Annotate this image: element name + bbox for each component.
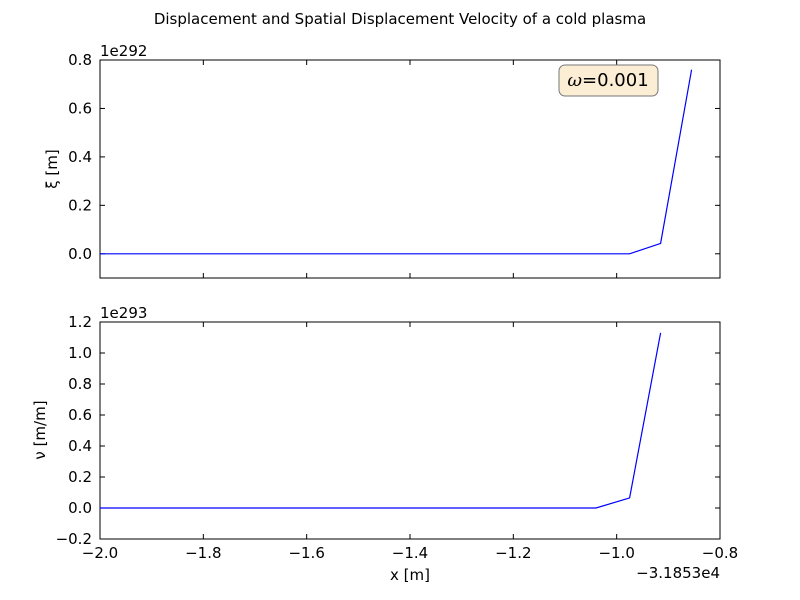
x-tick-label: −1.4	[392, 544, 428, 562]
velocity-series-line	[100, 332, 662, 509]
velocity-y-multiplier: 1e293	[100, 304, 147, 322]
velocity-axes-frame	[99, 321, 721, 540]
y-tick-label: 0.8	[68, 51, 92, 69]
x-tick-label: −2.0	[82, 544, 118, 562]
x-tick-label: −0.8	[702, 544, 738, 562]
omega-annotation: ω=0.001	[567, 70, 648, 91]
omega-symbol: ω	[567, 70, 582, 91]
y-tick-label: 1.0	[68, 344, 92, 362]
omega-value: =0.001	[582, 70, 649, 91]
y-tick-label: −0.2	[56, 530, 92, 548]
x-tick-label: −1.2	[495, 544, 531, 562]
x-offset-label: −3.1853e4	[636, 564, 720, 582]
velocity-panel: −0.2 0.0 0.2 0.4 0.6 0.8 1.0 1.2 −2.0 −1.8 −1.6 −1…	[31, 304, 738, 584]
velocity-x-tick-labels: −2.0 −1.8 −1.6 −1.4 −1.2 −1.0 −0.8	[82, 544, 738, 562]
y-tick-label: 0.8	[68, 375, 92, 393]
y-tick-label: 1.2	[68, 313, 92, 331]
x-tick-label: −1.8	[185, 544, 221, 562]
y-tick-label: 0.4	[68, 437, 92, 455]
velocity-y-tick-labels: −0.2 0.0 0.2 0.4 0.6 0.8 1.0 1.2	[56, 313, 92, 548]
displacement-y-axis-label: ξ [m]	[43, 149, 61, 188]
omega-annotation-background	[558, 64, 659, 97]
y-tick-label: 0.2	[68, 468, 92, 486]
x-tick-label: −1.0	[598, 544, 634, 562]
x-tick-label: −1.6	[288, 544, 324, 562]
x-axis-label: x [m]	[390, 566, 430, 584]
velocity-ticks	[99, 321, 721, 540]
y-tick-label: 0.6	[68, 406, 92, 424]
y-tick-label: 0.0	[68, 499, 92, 517]
displacement-y-tick-labels: 0.0 0.2 0.4 0.6 0.8	[68, 51, 92, 263]
y-tick-label: 0.4	[68, 148, 92, 166]
displacement-y-multiplier: 1e292	[100, 42, 147, 60]
y-tick-label: 0.6	[68, 99, 92, 117]
omega-annotation-box: ω=0.001	[558, 64, 659, 97]
displacement-ticks	[99, 59, 721, 278]
velocity-y-axis-label: ν [m/m]	[31, 400, 49, 459]
displacement-panel: 0.0 0.2 0.4 0.6 0.8 1e292 ξ [m] ω=0.001	[43, 42, 721, 279]
chart-title: Displacement and Spatial Displacement Ve…	[154, 10, 646, 28]
displacement-series-line	[100, 69, 693, 255]
y-tick-label: 0.2	[68, 196, 92, 214]
y-tick-label: 0.0	[68, 245, 92, 263]
